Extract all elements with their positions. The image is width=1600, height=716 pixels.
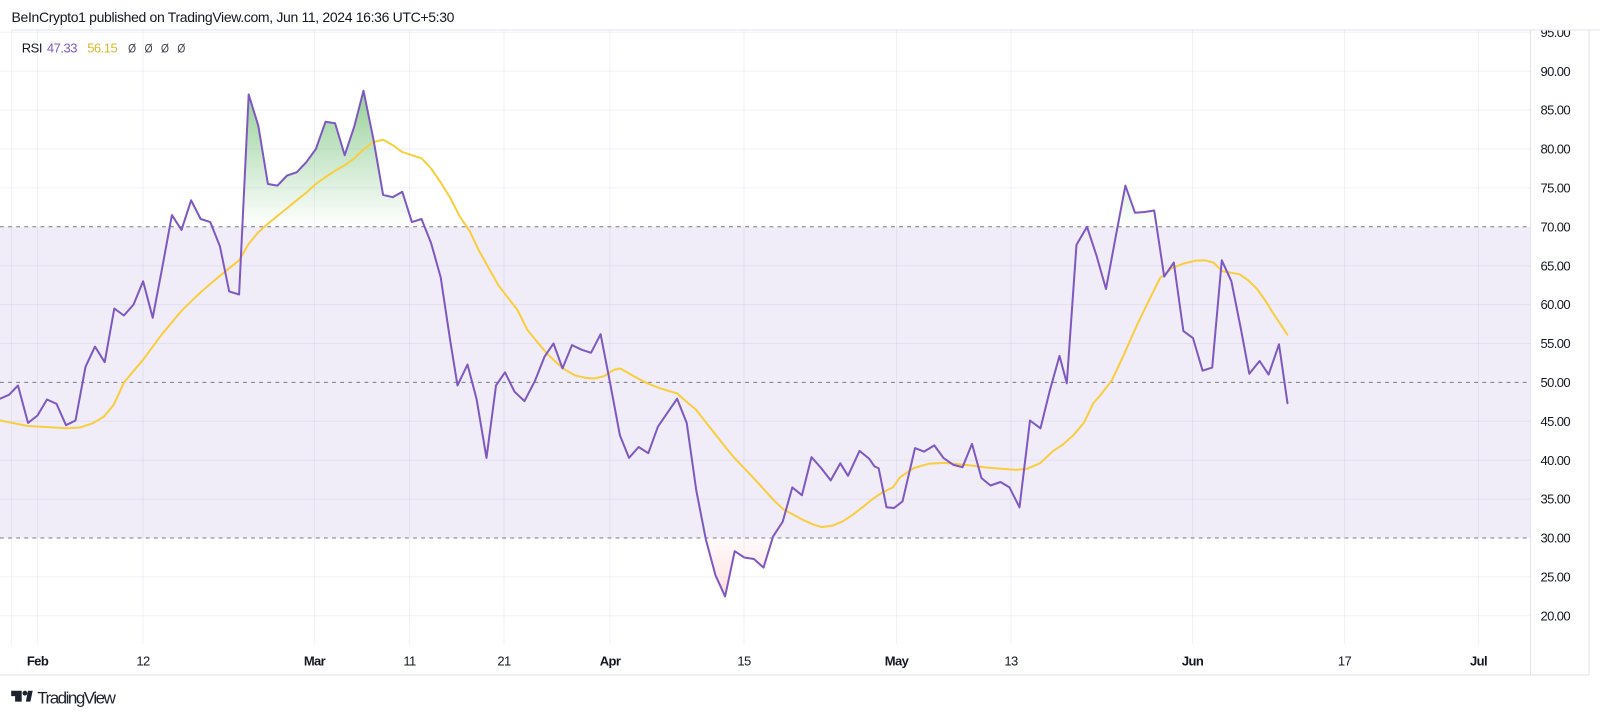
svg-text:75.00: 75.00 xyxy=(1541,181,1571,196)
svg-text:40.00: 40.00 xyxy=(1541,453,1571,468)
svg-text:25.00: 25.00 xyxy=(1541,570,1571,585)
svg-text:May: May xyxy=(885,654,910,669)
svg-text:70.00: 70.00 xyxy=(1541,219,1571,234)
svg-text:Ø: Ø xyxy=(128,43,136,56)
svg-text:17: 17 xyxy=(1338,654,1352,669)
svg-text:85.00: 85.00 xyxy=(1541,103,1571,118)
svg-text:Jul: Jul xyxy=(1470,654,1487,669)
svg-text:20.00: 20.00 xyxy=(1541,608,1571,623)
svg-text:65.00: 65.00 xyxy=(1541,258,1571,273)
svg-text:60.00: 60.00 xyxy=(1541,297,1571,312)
svg-text:RSI: RSI xyxy=(22,41,42,56)
svg-text:Mar: Mar xyxy=(304,654,326,669)
svg-text:56.15: 56.15 xyxy=(87,41,117,56)
svg-text:50.00: 50.00 xyxy=(1541,375,1571,390)
svg-text:11: 11 xyxy=(403,654,416,669)
svg-text:Ø: Ø xyxy=(177,43,185,56)
svg-text:45.00: 45.00 xyxy=(1541,414,1571,429)
svg-text:Ø: Ø xyxy=(161,43,169,56)
svg-text:Feb: Feb xyxy=(27,654,49,669)
svg-text:BeInCrypto1 published on Tradi: BeInCrypto1 published on TradingView.com… xyxy=(12,9,455,25)
svg-text:Ø: Ø xyxy=(145,43,153,56)
svg-text:13: 13 xyxy=(1004,654,1018,669)
svg-text:21: 21 xyxy=(497,654,511,669)
svg-text:Apr: Apr xyxy=(600,654,621,669)
svg-text:Jun: Jun xyxy=(1182,654,1204,669)
svg-text:35.00: 35.00 xyxy=(1541,492,1571,507)
svg-text:12: 12 xyxy=(136,654,150,669)
svg-text:TradingView: TradingView xyxy=(37,689,116,708)
svg-text:80.00: 80.00 xyxy=(1541,142,1571,157)
svg-text:15: 15 xyxy=(737,654,751,669)
svg-text:30.00: 30.00 xyxy=(1541,531,1571,546)
svg-text:55.00: 55.00 xyxy=(1541,336,1571,351)
svg-text:90.00: 90.00 xyxy=(1541,64,1571,79)
svg-text:47.33: 47.33 xyxy=(47,41,77,56)
